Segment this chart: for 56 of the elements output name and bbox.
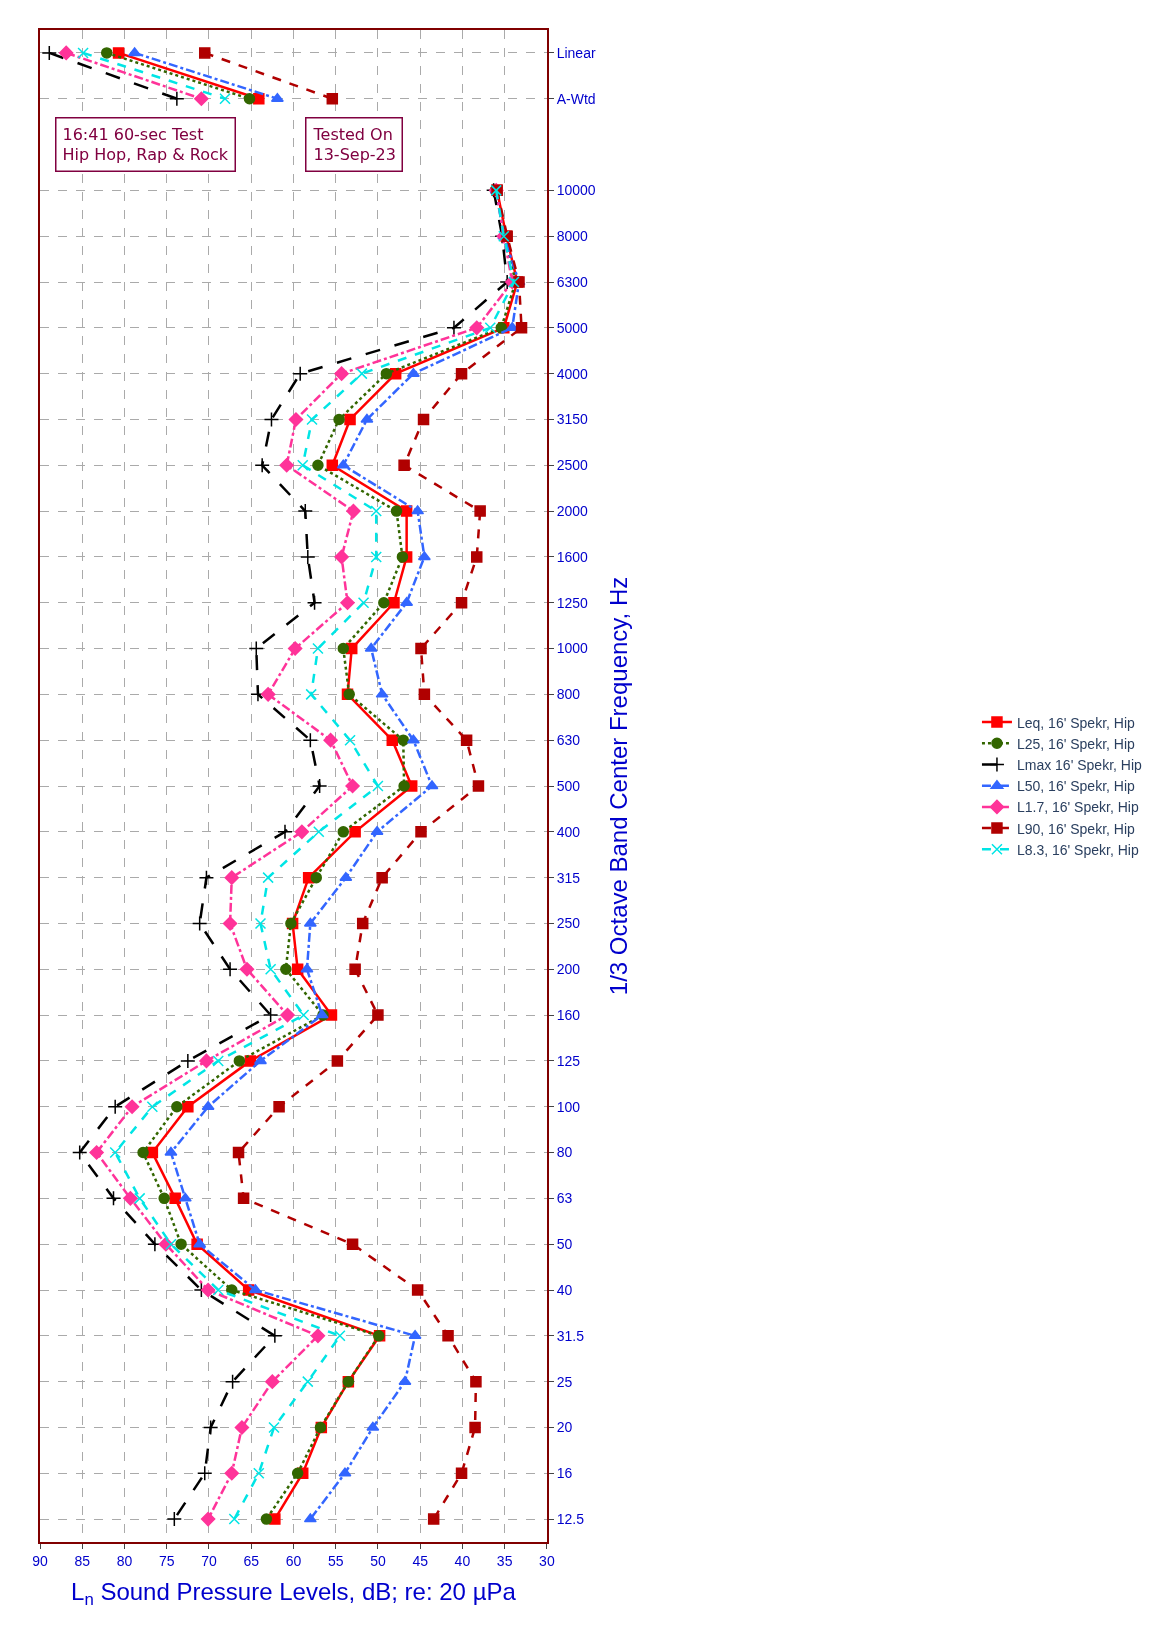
annotation: 16:41 60-sec Test Hip Hop, Rap & Rock [62,124,229,165]
y-tick-label: 16 [556,1465,573,1482]
x-tick-label: 90 [32,1552,48,1569]
y-tick-label: 500 [556,777,581,794]
y-tick-label: 10000 [556,182,596,199]
y-tick-label: Linear [556,44,596,61]
y-tick-label: 80 [556,1144,573,1161]
annotation: Tested On 13-Sep-23 [312,124,396,165]
y-tick-label: 1250 [556,594,589,611]
y-tick-label: 3150 [556,411,589,428]
x-axis-title: L$_{n}$ Sound Pressure Levels, dB; re: 20 µPa [71,1577,517,1609]
y-tick-label: 100 [556,1098,581,1115]
y-tick-label: 40 [556,1281,573,1298]
y-tick-label: 8000 [556,228,589,245]
x-tick-label: 45 [412,1552,429,1569]
y-tick-label: 4000 [556,365,589,382]
legend-label: L8.3, 16' Spekr, Hip [1016,841,1139,858]
y-tick-label: 63 [556,1190,573,1207]
y-tick-label: 1600 [556,548,589,565]
x-tick-label: 75 [158,1552,175,1569]
y-tick-label: 400 [556,823,581,840]
y-tick-label: 2000 [556,502,589,519]
x-tick-label: 35 [496,1552,513,1569]
x-tick-label: 40 [454,1552,471,1569]
y-tick-label: 50 [556,1236,573,1253]
y-tick-label: 125 [556,1052,581,1069]
y-tick-label: 2500 [556,457,589,474]
y-tick-label: 31.5 [556,1327,585,1344]
legend-label: L25, 16' Spekr, Hip [1016,735,1136,752]
y-tick-label: 800 [556,686,581,703]
x-tick-label: 55 [327,1552,344,1569]
y-tick-label: 630 [556,732,581,749]
y-tick-label: 20 [556,1419,573,1436]
y-tick-label: 1000 [556,640,589,657]
y-axis-title: 1/3 Octave Band Center Frequency, Hz [604,576,632,996]
y-tick-label: 25 [556,1373,573,1390]
y-tick-label: 6300 [556,273,589,290]
x-tick-label: 65 [243,1552,260,1569]
y-tick-label: 5000 [556,319,589,336]
x-tick-label: 80 [116,1552,133,1569]
x-tick-label: 50 [370,1552,386,1569]
y-tick-label: 200 [556,961,581,978]
y-tick-label: A-Wtd [556,90,596,107]
x-tick-label: 60 [285,1552,302,1569]
y-tick-label: 160 [556,1006,581,1023]
legend-label: L1.7, 16' Spekr, Hip [1016,799,1139,816]
x-tick-label: 85 [74,1552,91,1569]
legend-label: Leq, 16' Spekr, Hip [1016,714,1136,731]
y-tick-label: 250 [556,915,581,932]
legend-label: L90, 16' Spekr, Hip [1016,820,1136,837]
legend-label: L50, 16' Spekr, Hip [1016,778,1136,795]
y-tick-label: 12.5 [556,1510,585,1527]
legend-label: Lmax 16' Spekr, Hip [1016,756,1143,773]
x-tick-label: 70 [201,1552,217,1569]
y-tick-label: 315 [556,869,581,886]
x-tick-label: 30 [539,1552,555,1569]
